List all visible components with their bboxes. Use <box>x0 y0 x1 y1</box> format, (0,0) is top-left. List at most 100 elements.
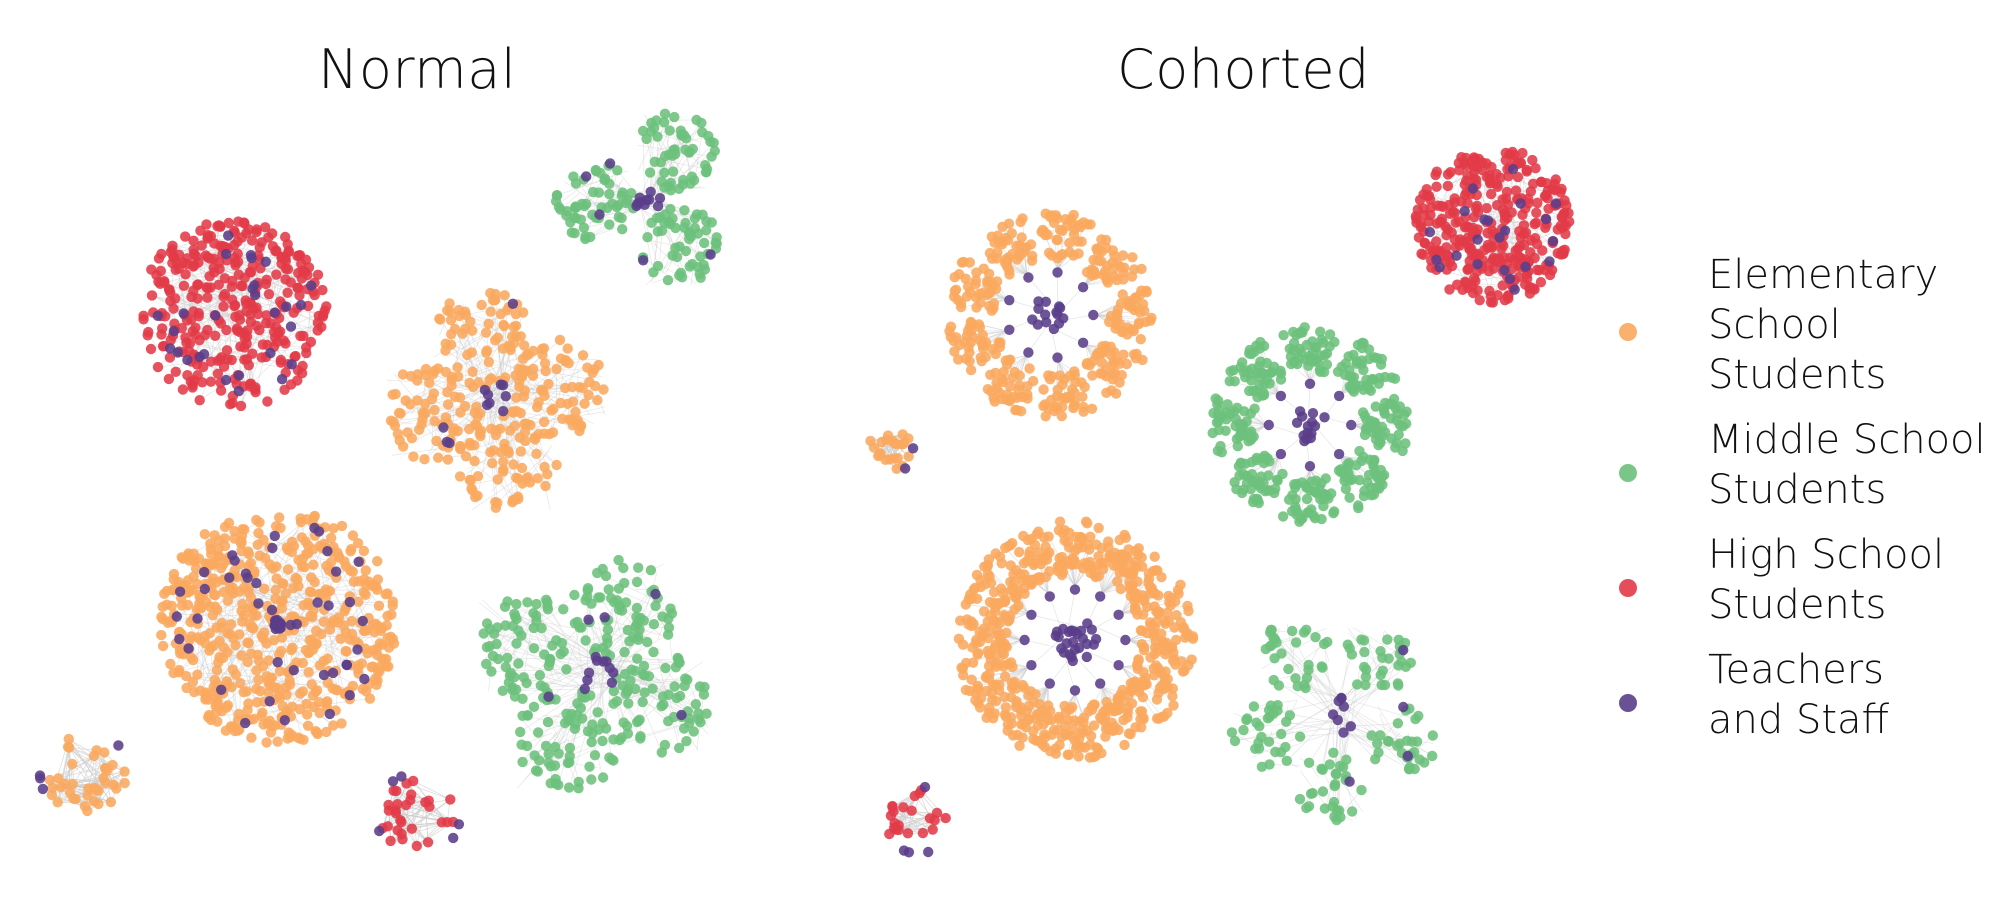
elementary-node <box>345 546 355 556</box>
elementary-node <box>398 369 408 379</box>
staff-node <box>594 209 604 219</box>
elementary-node <box>272 736 282 746</box>
high-node <box>195 395 205 405</box>
elementary-node <box>305 611 315 621</box>
elementary-node <box>321 698 331 708</box>
elementary-node <box>45 775 55 785</box>
staff-node <box>216 685 226 695</box>
elementary-node <box>989 298 999 308</box>
middle-node <box>1328 508 1338 518</box>
staff-node <box>1004 325 1014 335</box>
middle-node <box>642 637 652 647</box>
high-node <box>282 288 292 298</box>
elementary-node <box>951 285 961 295</box>
high-node <box>202 293 212 303</box>
elementary-node <box>158 602 168 612</box>
elementary-node <box>68 779 78 789</box>
middle-node <box>511 599 521 609</box>
elementary-node <box>1038 384 1048 394</box>
middle-node <box>513 658 523 668</box>
staff-node <box>287 359 297 369</box>
middle-node <box>632 603 642 613</box>
staff-node <box>1305 379 1315 389</box>
elementary-node <box>308 560 318 570</box>
elementary-node <box>539 391 549 401</box>
elementary-node <box>516 446 526 456</box>
high-node <box>179 281 189 291</box>
elementary-node <box>1004 219 1014 229</box>
elementary-node <box>470 419 480 429</box>
staff-node <box>1052 267 1062 277</box>
high-node <box>234 310 244 320</box>
staff-node <box>1052 352 1062 362</box>
elementary-node <box>578 350 588 360</box>
elementary-node <box>211 698 221 708</box>
elementary-node <box>513 473 523 483</box>
elementary-node <box>1010 405 1020 415</box>
staff-node <box>230 555 240 565</box>
middle-node <box>1278 511 1288 521</box>
elementary-node <box>156 630 166 640</box>
elementary-node <box>1038 401 1048 411</box>
elementary-node <box>424 378 434 388</box>
middle-node <box>1353 503 1363 513</box>
elementary-node <box>242 705 252 715</box>
staff-node <box>267 543 277 553</box>
staff-node <box>309 523 319 533</box>
high-node <box>214 280 224 290</box>
high-node <box>391 808 401 818</box>
elementary-node <box>361 565 371 575</box>
high-node <box>168 303 178 313</box>
elementary-node <box>1122 329 1132 339</box>
staff-node <box>267 605 277 615</box>
staff-node <box>175 587 185 597</box>
staff-node <box>192 613 202 623</box>
elementary-node <box>308 690 318 700</box>
elementary-node <box>578 383 588 393</box>
staff-node <box>312 597 322 607</box>
staff-node <box>483 390 493 400</box>
staff-node <box>199 567 209 577</box>
middle-node <box>613 200 623 210</box>
high-node <box>170 293 180 303</box>
middle-node <box>660 209 670 219</box>
middle-node <box>711 238 721 248</box>
elementary-node <box>258 535 268 545</box>
high-node <box>313 270 323 280</box>
elementary-node <box>168 668 178 678</box>
middle-node <box>700 264 710 274</box>
elementary-node <box>498 457 508 467</box>
middle-node <box>1259 341 1269 351</box>
middle-node <box>552 190 562 200</box>
high-node <box>295 331 305 341</box>
middle-node <box>1215 441 1225 451</box>
elementary-node <box>192 670 202 680</box>
elementary-node <box>80 801 90 811</box>
high-node <box>234 270 244 280</box>
elementary-node <box>255 551 265 561</box>
elementary-node <box>254 517 264 527</box>
elementary-node <box>395 408 405 418</box>
staff-node <box>292 619 302 629</box>
middle-node <box>618 563 628 573</box>
elementary-node <box>1068 403 1078 413</box>
middle-node <box>481 659 491 669</box>
high-node <box>229 301 239 311</box>
elementary-node <box>292 574 302 584</box>
elementary-node <box>899 439 909 449</box>
middle-node <box>1249 494 1259 504</box>
elementary-node <box>372 556 382 566</box>
middle-node <box>650 157 660 167</box>
middle-node <box>684 147 694 157</box>
high-node <box>146 344 156 354</box>
elementary-node <box>490 497 500 507</box>
elementary-node <box>315 660 325 670</box>
elementary-node <box>525 477 535 487</box>
middle-node <box>614 212 624 222</box>
middle-node <box>1236 458 1246 468</box>
elementary-node <box>195 686 205 696</box>
high-node <box>147 290 157 300</box>
middle-node <box>598 772 608 782</box>
high-node <box>1443 181 1453 191</box>
high-node <box>383 800 393 810</box>
